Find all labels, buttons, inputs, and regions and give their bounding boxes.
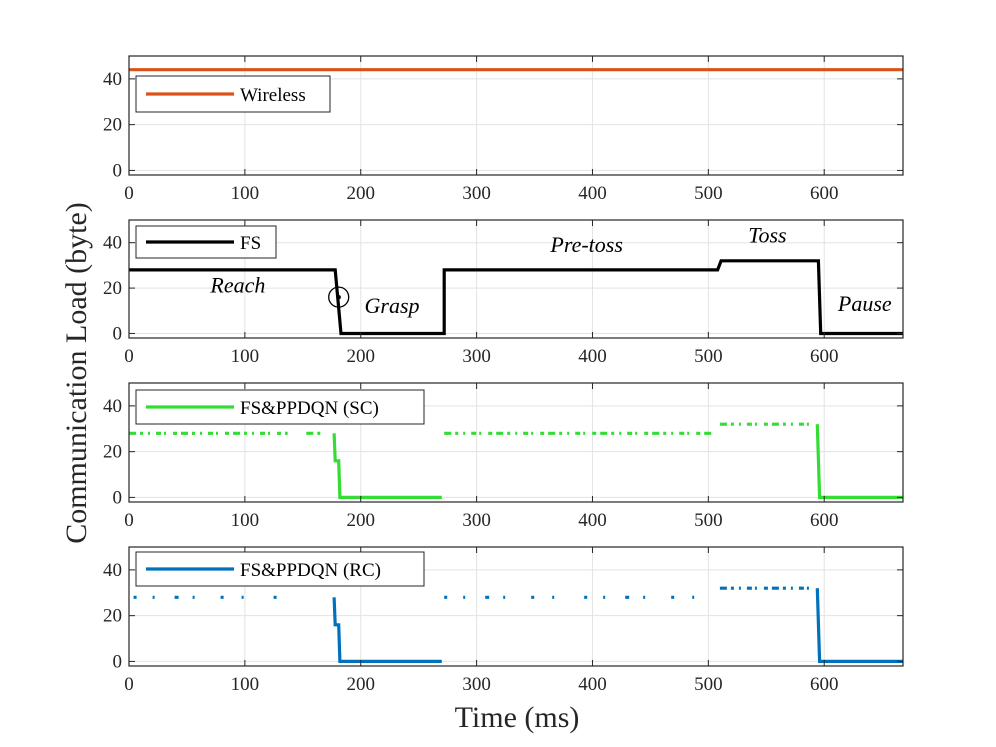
series-line-fs-ppdqn-sc- — [815, 424, 903, 499]
phase-label-pause: Pause — [837, 291, 892, 316]
y-tick-label: 40 — [103, 396, 122, 417]
x-tick-label: 500 — [694, 183, 723, 204]
panel-1: 0 100 200 300 400 500 600 0 20 40 Wireless — [103, 55, 904, 204]
y-tick-label: 0 — [113, 651, 123, 672]
y-tick-label: 20 — [103, 278, 122, 299]
x-tick-label: 600 — [810, 346, 839, 367]
x-tick-label: 200 — [346, 510, 375, 531]
series-group — [129, 422, 903, 499]
series-line-fs-ppdqn-sc- — [332, 433, 442, 499]
x-axis-title: Time (ms) — [455, 701, 580, 734]
phase-label-reach: Reach — [209, 273, 265, 298]
series-group — [133, 586, 903, 664]
phase-label-toss: Toss — [748, 223, 786, 248]
y-tick-label: 0 — [113, 323, 123, 344]
x-tick-label: 400 — [578, 346, 607, 367]
series-group — [129, 259, 903, 336]
x-tick-label: 300 — [462, 183, 491, 204]
x-tick-label: 300 — [462, 510, 491, 531]
x-tick-label: 200 — [346, 674, 375, 695]
x-tick-label: 0 — [124, 510, 134, 531]
x-tick-label: 100 — [231, 674, 260, 695]
axes-frame — [128, 219, 904, 339]
x-tick-label: 200 — [346, 183, 375, 204]
x-tick-label: 100 — [231, 510, 260, 531]
phase-label-pre-toss: Pre-toss — [549, 232, 623, 257]
x-tick-label: 400 — [578, 510, 607, 531]
panel-2: 0 100 200 300 400 500 600 0 20 40 Reach Grasp Pre-to… — [103, 219, 904, 367]
x-tick-label: 500 — [694, 510, 723, 531]
x-tick-label: 300 — [462, 674, 491, 695]
legend-label: Wireless — [240, 85, 306, 106]
series-line-fs-ppdqn-rc- — [332, 597, 442, 664]
x-tick-label: 300 — [462, 346, 491, 367]
x-tick-label: 400 — [578, 674, 607, 695]
axes-frame — [128, 55, 904, 176]
x-tick-label: 0 — [124, 674, 134, 695]
x-tick-label: 400 — [578, 183, 607, 204]
panel-4: 0 100 200 300 400 500 600 0 20 40 FS&PPDQN (RC) — [103, 546, 904, 695]
legend: FS&PPDQN (RC) — [135, 551, 425, 587]
legend-label: FS&PPDQN (SC) — [240, 398, 379, 419]
y-tick-label: 40 — [103, 69, 122, 90]
x-tick-label: 500 — [694, 674, 723, 695]
highlight-dot-marker — [336, 294, 341, 300]
series-line-fs-ppdqn-rc- — [815, 588, 903, 664]
highlight-circle-marker — [328, 286, 350, 308]
y-tick-label: 40 — [103, 560, 122, 581]
x-tick-label: 200 — [346, 346, 375, 367]
panel-3: 0 100 200 300 400 500 600 0 20 40 FS&PPDQN (SC) — [103, 382, 904, 531]
x-tick-label: 600 — [810, 674, 839, 695]
y-tick-label: 0 — [113, 160, 123, 181]
y-tick-label: 40 — [103, 233, 122, 254]
legend-label: FS — [240, 233, 261, 254]
x-tick-label: 600 — [810, 510, 839, 531]
x-tick-label: 0 — [124, 346, 134, 367]
y-tick-label: 20 — [103, 442, 122, 463]
x-tick-label: 0 — [124, 183, 134, 204]
y-tick-label: 20 — [103, 606, 122, 627]
legend-label: FS&PPDQN (RC) — [240, 560, 381, 581]
x-tick-label: 500 — [694, 346, 723, 367]
legend: FS — [135, 225, 277, 259]
x-tick-label: 600 — [810, 183, 839, 204]
phase-label-grasp: Grasp — [365, 293, 420, 318]
x-tick-label: 100 — [231, 183, 260, 204]
legend: FS&PPDQN (SC) — [135, 389, 425, 425]
axes-frame — [128, 546, 904, 667]
y-axis-title: Communication Load (byte) — [60, 202, 93, 544]
y-tick-label: 20 — [103, 115, 122, 136]
axes-frame — [128, 382, 904, 503]
series-line-fs — [129, 259, 903, 336]
y-tick-label: 0 — [113, 487, 123, 508]
legend: Wireless — [135, 75, 331, 113]
x-tick-label: 100 — [231, 346, 260, 367]
